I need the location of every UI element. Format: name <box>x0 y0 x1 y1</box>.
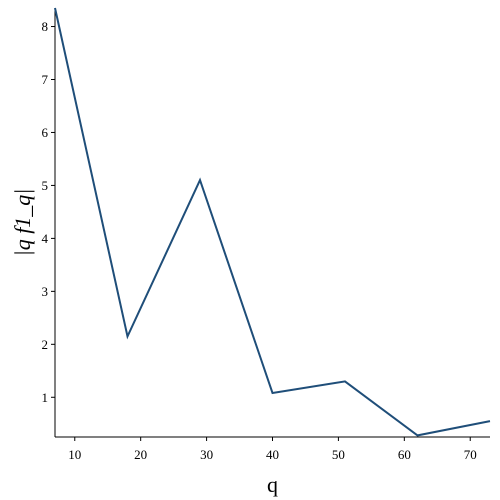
y-tick-label: 8 <box>42 19 49 34</box>
x-tick-label: 30 <box>200 447 213 462</box>
y-tick-label: 3 <box>42 284 49 299</box>
x-tick-label: 70 <box>464 447 477 462</box>
y-tick-label: 1 <box>42 390 49 405</box>
x-tick-label: 40 <box>266 447 279 462</box>
series-layer <box>54 7 491 437</box>
x-axis-title: q <box>267 472 278 497</box>
y-tick-label: 5 <box>42 178 49 193</box>
series-line <box>54 7 491 437</box>
y-tick-label: 7 <box>42 72 49 87</box>
x-tick-label: 50 <box>332 447 345 462</box>
x-tick-label: 20 <box>134 447 147 462</box>
x-ticks: 10 20 30 40 50 60 70 <box>68 437 477 462</box>
y-axis-title: |q f1_q| <box>10 189 35 257</box>
y-tick-label: 2 <box>42 337 49 352</box>
y-tick-label: 6 <box>42 125 49 140</box>
x-tick-label: 10 <box>68 447 81 462</box>
y-tick-label: 4 <box>42 231 49 246</box>
axes <box>54 8 490 438</box>
y-ticks: 1 2 3 4 5 6 7 8 <box>42 19 55 405</box>
x-tick-label: 60 <box>398 447 411 462</box>
